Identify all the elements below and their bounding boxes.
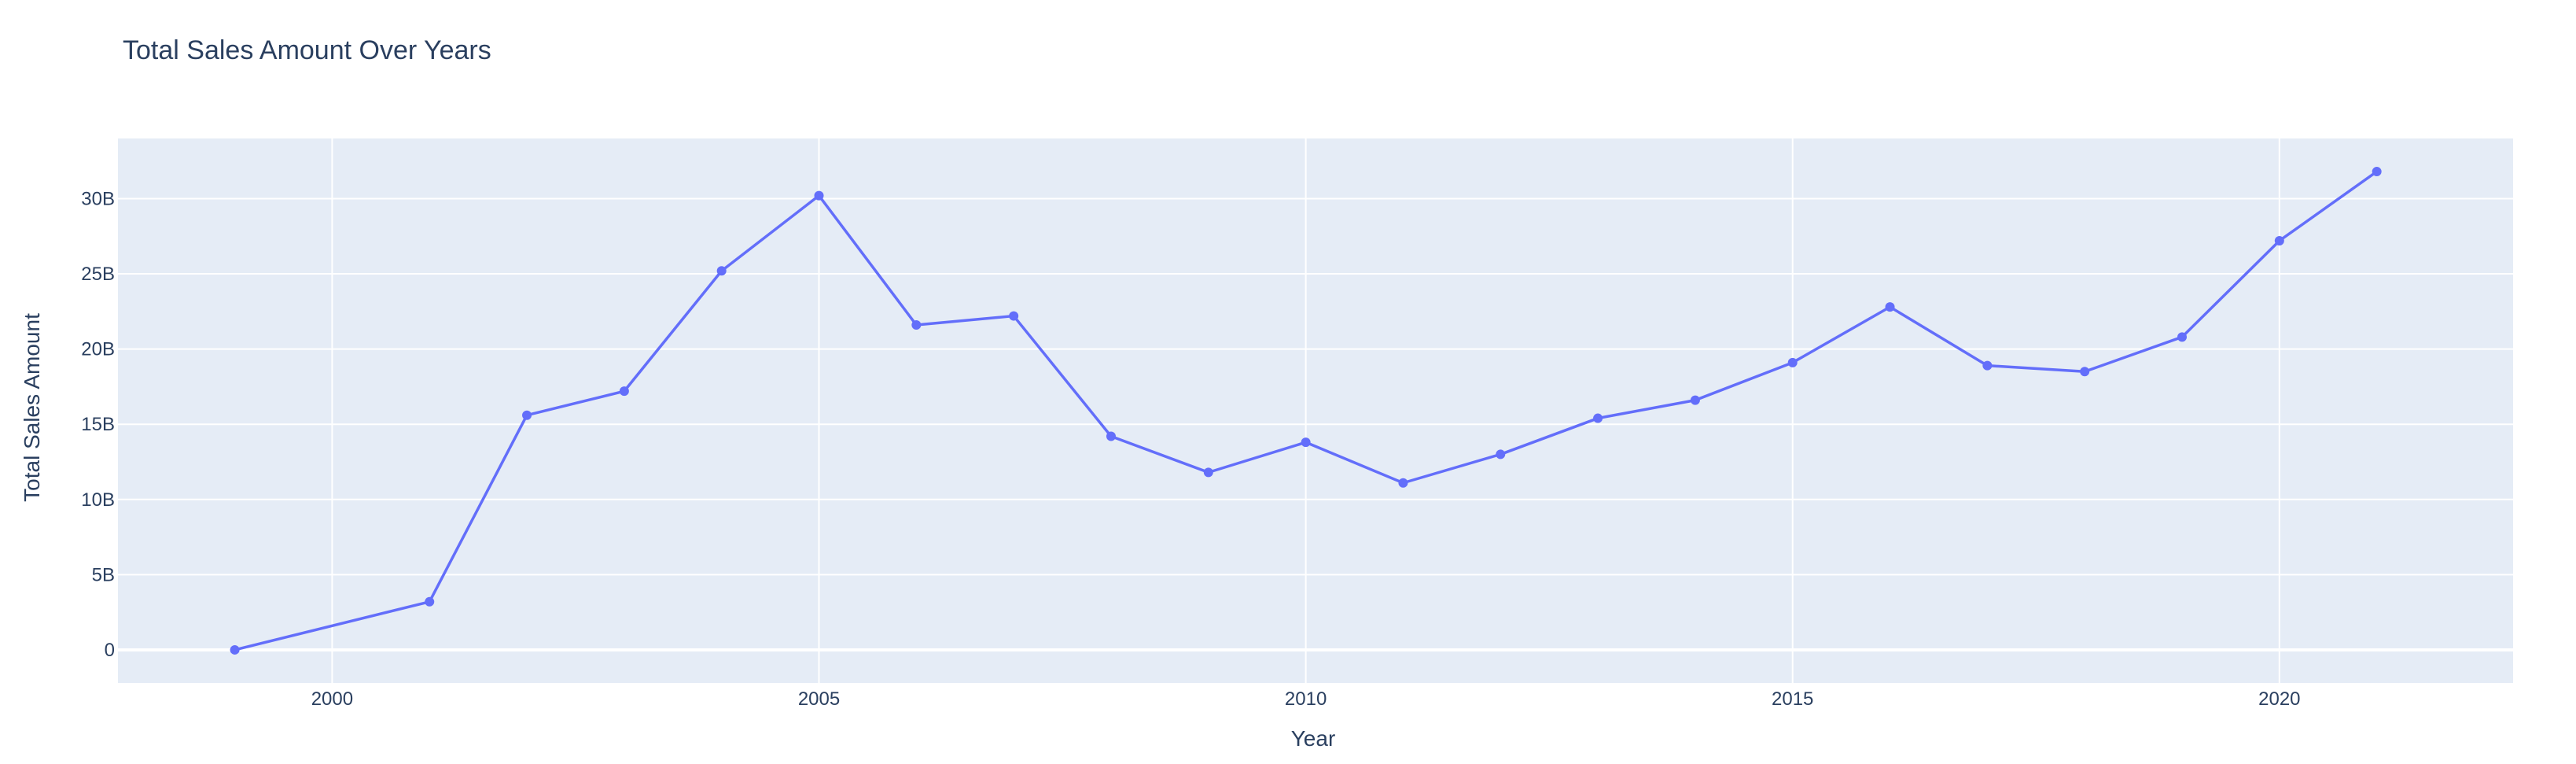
data-point[interactable] (1787, 357, 1798, 367)
data-point[interactable] (619, 386, 629, 397)
data-point[interactable] (1009, 311, 1019, 321)
series-layer (230, 167, 2382, 655)
x-tick-label: 2010 (1285, 688, 1327, 710)
y-axis-title: Total Sales Amount (20, 313, 44, 502)
data-point[interactable] (716, 266, 727, 276)
data-point[interactable] (814, 190, 824, 201)
x-tick-label: 2020 (2258, 688, 2300, 710)
data-point[interactable] (230, 644, 240, 655)
data-point[interactable] (1398, 478, 1408, 488)
x-tick-label: 2000 (311, 688, 353, 710)
x-axis-title: Year (1291, 726, 1336, 751)
data-point[interactable] (2080, 367, 2090, 377)
data-point[interactable] (522, 410, 532, 420)
series-line (234, 170, 2378, 651)
data-point[interactable] (1690, 395, 1700, 405)
data-point[interactable] (1496, 449, 1506, 460)
y-tick-label: 20B (81, 339, 115, 360)
data-point[interactable] (1203, 467, 1213, 478)
chart-title: Total Sales Amount Over Years (123, 35, 491, 65)
y-tick-label: 30B (81, 188, 115, 209)
data-point[interactable] (1106, 431, 1116, 441)
y-tick-label: 15B (81, 414, 115, 435)
x-tick-label: 2005 (798, 688, 840, 710)
x-tick-label: 2015 (1772, 688, 1813, 710)
y-tick-label: 0 (105, 640, 115, 661)
data-point[interactable] (2372, 167, 2382, 177)
data-point[interactable] (2274, 235, 2284, 245)
x-axis-ticks: 2000 2005 2010 2015 2020 (311, 688, 2301, 710)
data-point[interactable] (1301, 437, 1311, 448)
data-point[interactable] (911, 320, 922, 330)
grid-lines (118, 138, 2513, 683)
plot-area (118, 138, 2513, 683)
data-point[interactable] (1982, 360, 1993, 371)
data-point[interactable] (425, 596, 435, 607)
data-point[interactable] (1885, 302, 1895, 312)
data-point[interactable] (1593, 413, 1603, 423)
y-tick-label: 25B (81, 264, 115, 285)
y-tick-label: 5B (92, 564, 115, 585)
data-point[interactable] (2177, 332, 2188, 342)
y-tick-label: 10B (81, 489, 115, 511)
y-axis-ticks: 0 5B 10B 15B 20B 25B 30B (81, 188, 115, 660)
